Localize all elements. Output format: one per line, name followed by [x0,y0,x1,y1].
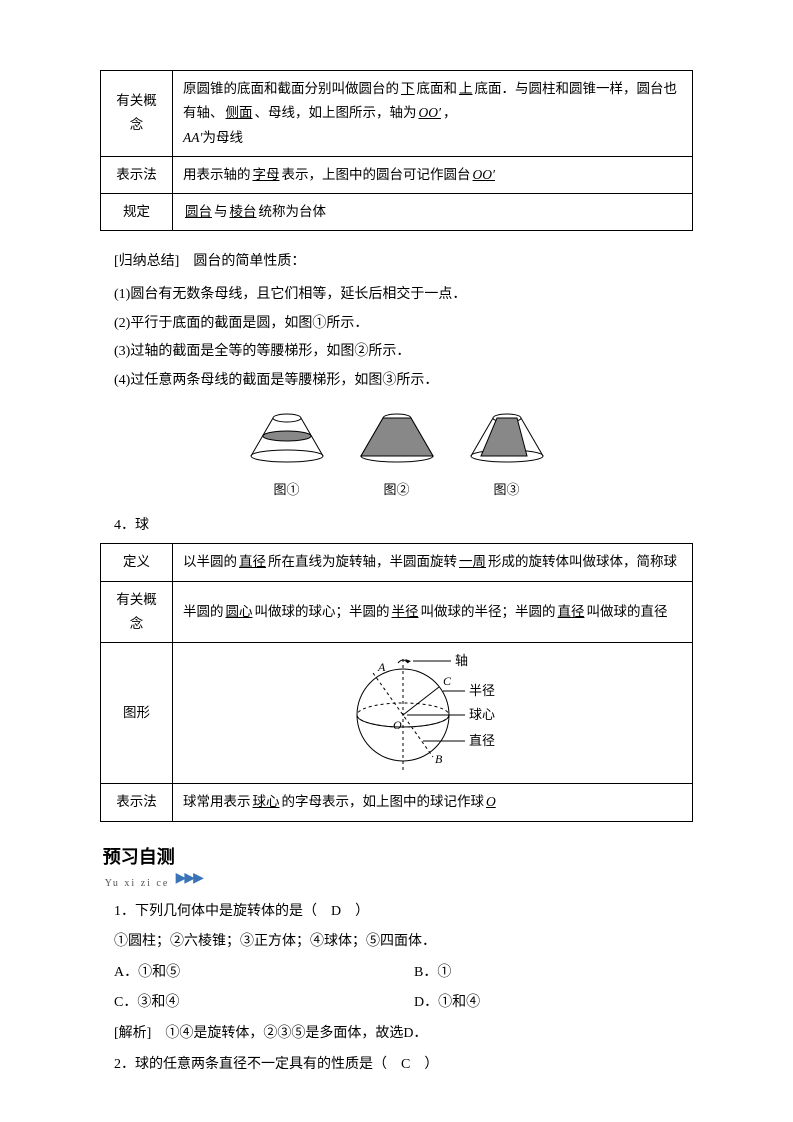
heading-sphere: 4．球 [100,513,693,540]
q1-optB: B．① [400,960,451,987]
fig3-label: 图③ [467,478,547,503]
frustum-figures: 图① 图② 图③ [100,408,693,502]
t1r1d: 、母线，如上图所示，轴为 [255,105,417,120]
fig2-cell: 图② [357,408,437,502]
sphere-A: A [377,660,386,674]
fig2-label: 图② [357,478,437,503]
quiz-heading: 预习自测 Yu xi zi ce ▶▶▶ [100,840,693,893]
quiz-q1-ans: [解析] ①④是旋转体，②③⑤是多面体，故选D． [100,1021,693,1048]
t1r1f: 为母线 [202,130,243,145]
sphere-table: 定义 以半圆的直径所在直线为旋转轴，半圆面旋转一周形成的旋转体叫做球体，简称球 … [100,543,693,821]
sphere-C: C [443,674,452,688]
t2r4a: 球常用表示 [183,794,251,809]
t1r2u2: OO′ [471,167,497,182]
t1r2a: 用表示轴的 [183,167,251,182]
t1r1b: 底面和 [417,81,458,96]
t1r3b: 统称为台体 [259,204,327,219]
t2r1a: 以半圆的 [183,554,237,569]
t2r4b: 的字母表示，如上图中的球记作球 [282,794,485,809]
t2r4u2: O [484,794,498,809]
t2-r2-content: 半圆的圆心叫做球的球心；半圆的半径叫做球的半径；半圆的直径叫做球的直径 [173,581,693,643]
t2-r4-label: 表示法 [101,784,173,821]
t1-r3-content: 圆台与棱台统称为台体 [173,194,693,231]
t2r2u3: 直径 [556,604,587,619]
lbl-axis: 轴 [455,653,468,668]
t2r2c: 叫做球的半径；半圆的 [421,604,556,619]
lbl-center: 球心 [469,707,495,722]
q1-optA: A．①和⑤ [100,960,400,987]
fig1-cell: 图① [247,408,327,502]
summary-p1: (1)圆台有无数条母线，且它们相等，延长后相交于一点． [100,282,693,309]
t2r2b: 叫做球的球心；半圆的 [255,604,390,619]
t1r1u3: 侧面 [224,105,255,120]
t2r2u2: 半径 [390,604,421,619]
summary-p4: (4)过任意两条母线的截面是等腰梯形，如图③所示． [100,368,693,395]
t2-r3-label: 图形 [101,643,173,784]
t1r3a: 与 [214,204,228,219]
t1-r3-label: 规定 [101,194,173,231]
frustum-fig1-icon [247,408,327,463]
t1-r1-label-text: 有关概念 [116,93,157,132]
t1-r1-content: 原圆锥的底面和截面分别叫做圆台的下底面和上底面．与圆柱和圆锥一样，圆台也有轴、侧… [173,71,693,157]
t2-r1-content: 以半圆的直径所在直线为旋转轴，半圆面旋转一周形成的旋转体叫做球体，简称球 [173,544,693,581]
t1r3u2: 棱台 [228,204,259,219]
t2-r2-label-text: 有关概念 [116,592,157,631]
t1r1u1: 下 [399,81,417,96]
sphere-O: O [393,718,402,732]
t2r1c: 形成的旋转体叫做球体，简称球 [488,554,677,569]
t1-r1-label: 有关概念 [101,71,173,157]
t1r3u1: 圆台 [183,204,214,219]
quiz-pinyin: Yu xi zi ce [102,874,175,893]
frustum-table: 有关概念 原圆锥的底面和截面分别叫做圆台的下底面和上底面．与圆柱和圆锥一样，圆台… [100,70,693,231]
t2-r4-content: 球常用表示球心的字母表示，如上图中的球记作球O [173,784,693,821]
summary-p3: (3)过轴的截面是全等的等腰梯形，如图②所示． [100,339,693,366]
frustum-fig2-icon [357,408,437,463]
quiz-title: 预习自测 [100,840,175,874]
t2-r3-content: A C O B 轴 半径 球心 直径 [173,643,693,784]
summary-p2: (2)平行于底面的截面是圆，如图①所示． [100,311,693,338]
t2-r2-label: 有关概念 [101,581,173,643]
t2r2d: 叫做球的直径 [587,604,668,619]
q1-optC: C．③和④ [100,990,400,1017]
t2r1b: 所在直线为旋转轴，半圆面旋转 [268,554,457,569]
quiz-q1-opts2: C．③和④ D．①和④ [100,990,693,1017]
quiz-q1: 1．下列几何体中是旋转体的是（ D ） [100,899,693,926]
t1r1a: 原圆锥的底面和截面分别叫做圆台的 [183,81,399,96]
t1r1e: ， [443,105,457,120]
t1r1u2: 上 [457,81,475,96]
quiz-q1-opts1: A．①和⑤ B．① [100,960,693,987]
frustum-fig3-icon [467,408,547,463]
lbl-diameter: 直径 [469,733,495,748]
t1r2u1: 字母 [251,167,282,182]
t2-r1-label: 定义 [101,544,173,581]
fig1-label: 图① [247,478,327,503]
summary-head: [归纳总结] 圆台的简单性质： [100,249,693,276]
sphere-B: B [435,752,443,766]
t2r1u1: 直径 [237,554,268,569]
quiz-q2: 2．球的任意两条直径不一定具有的性质是（ C ） [100,1052,693,1079]
quiz-dots-icon: ▶▶▶ [173,866,202,893]
q1-optD: D．①和④ [400,990,480,1017]
t1r1u4: OO′ [417,105,443,120]
fig3-cell: 图③ [467,408,547,502]
t1-r2-label: 表示法 [101,156,173,193]
t2r4u1: 球心 [251,794,282,809]
t2r2u1: 圆心 [224,604,255,619]
t1r1aa: AA′ [183,130,202,145]
t1r2b: 表示，上图中的圆台可记作圆台 [282,167,471,182]
t2r1u2: 一周 [457,554,488,569]
t1-r2-content: 用表示轴的字母表示，上图中的圆台可记作圆台OO′ [173,156,693,193]
sphere-diagram-icon: A C O B 轴 半径 球心 直径 [323,653,543,773]
quiz-q1-items: ①圆柱；②六棱锥；③正方体；④球体；⑤四面体． [100,929,693,956]
t2r2a: 半圆的 [183,604,224,619]
lbl-radius: 半径 [469,683,495,698]
